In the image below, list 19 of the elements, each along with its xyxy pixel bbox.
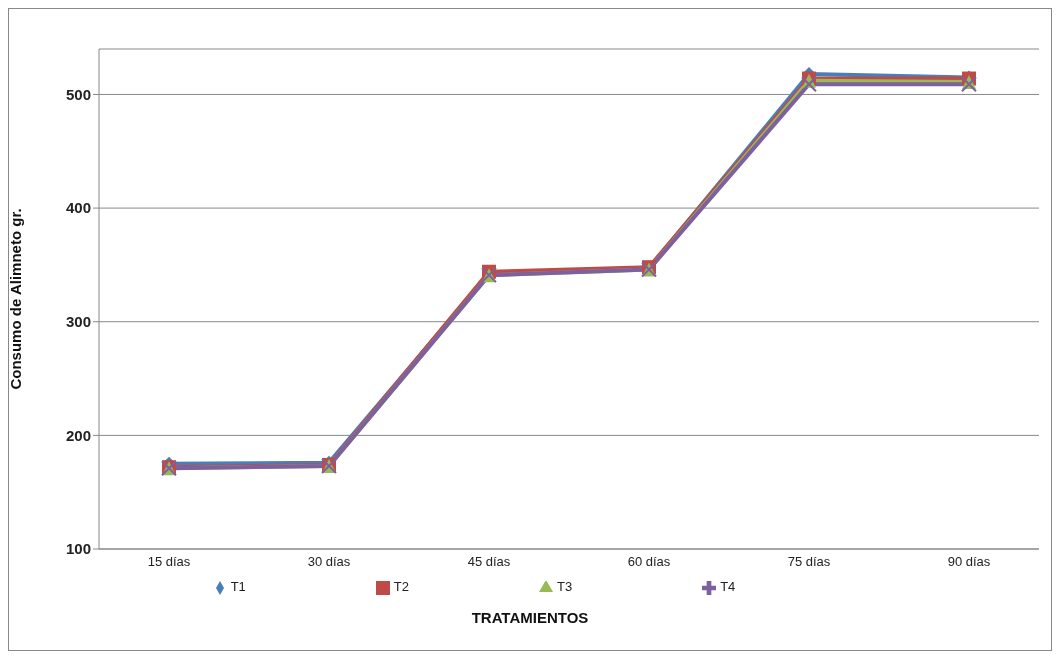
x-tick-label: 15 días: [147, 554, 191, 570]
legend-label: T2: [393, 579, 409, 594]
x-tick-label: 90 días: [947, 554, 991, 570]
y-tick-label: 100: [65, 540, 91, 558]
x-tick-label: 30 días: [307, 554, 351, 570]
y-axis-title: Consumo de Alimneto gr.: [7, 208, 25, 390]
y-tick-label: 500: [65, 85, 91, 103]
x-tick-label: 45 días: [467, 554, 511, 570]
x-tick-label: 75 días: [787, 554, 831, 570]
point: [961, 76, 977, 93]
x-tick-label: 60 días: [627, 554, 671, 570]
legend-label: T4: [720, 579, 736, 594]
legend-label: T3: [557, 579, 573, 594]
x-axis-title: TRATAMIENTOS: [470, 609, 590, 626]
y-tick-label: 200: [65, 426, 91, 444]
point: [801, 76, 817, 93]
y-tick-label: 300: [65, 313, 91, 331]
legend-label: T1: [230, 579, 246, 594]
y-tick-label: 400: [65, 199, 91, 217]
